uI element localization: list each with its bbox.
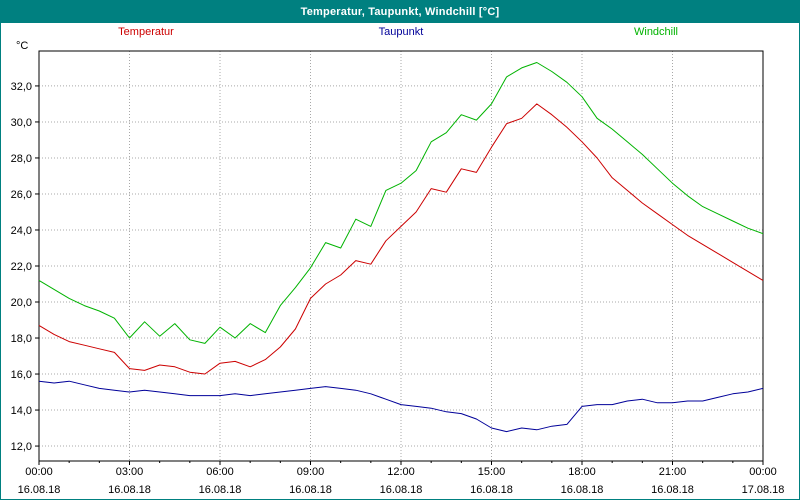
series-temperatur-line: [38, 103, 764, 375]
y-tick-label: 32,0: [11, 81, 32, 93]
x-tick-label: 15:00: [478, 466, 506, 478]
x-tick-label: 06:00: [206, 466, 234, 478]
y-tick-label: 12,0: [11, 441, 32, 453]
y-tick-label: 24,0: [11, 225, 32, 237]
x-tick-date: 17.08.18: [742, 484, 785, 496]
series-taupunkt-line: [38, 380, 764, 433]
y-tick-label: 20,0: [11, 297, 32, 309]
y-tick-label: 26,0: [11, 189, 32, 201]
x-tick-date: 16.08.18: [651, 484, 694, 496]
y-tick-label: 16,0: [11, 369, 32, 381]
x-tick-label: 09:00: [297, 466, 325, 478]
x-tick-label: 03:00: [116, 466, 144, 478]
x-tick-date: 16.08.18: [199, 484, 242, 496]
chart-plot: 12,0 14,0 16,0 18,0 20,0 22,0 24,0 26,0 28,0 30,0…: [11, 50, 785, 496]
x-tick-label: 00:00: [25, 466, 53, 478]
legend-temperatur: Temperatur: [118, 26, 174, 38]
x-tick-label: 21:00: [659, 466, 687, 478]
x-tick-date: 16.08.18: [380, 484, 423, 496]
x-tick-label: 18:00: [568, 466, 596, 478]
series-windchill-line: [38, 62, 764, 344]
y-tick-label: 30,0: [11, 117, 32, 129]
x-tick-label: 00:00: [749, 466, 777, 478]
x-tick-date: 16.08.18: [18, 484, 61, 496]
x-tick-label: 12:00: [387, 466, 415, 478]
y-axis-unit-label: °C: [16, 40, 29, 52]
window-titlebar[interactable]: Temperatur, Taupunkt, Windchill [°C]: [1, 1, 799, 23]
legend-taupunkt: Taupunkt: [378, 26, 424, 38]
chart-area: 12,0 14,0 16,0 18,0 20,0 22,0 24,0 26,0 28,0 30,0…: [1, 23, 799, 499]
window-title: Temperatur, Taupunkt, Windchill [°C]: [300, 6, 500, 18]
x-tick-date: 16.08.18: [561, 484, 604, 496]
x-tick-date: 16.08.18: [289, 484, 332, 496]
x-tick-date: 16.08.18: [108, 484, 151, 496]
legend-windchill: Windchill: [633, 26, 679, 38]
y-tick-label: 18,0: [11, 333, 32, 345]
y-tick-label: 28,0: [11, 153, 32, 165]
x-tick-date: 16.08.18: [470, 484, 513, 496]
y-tick-label: 14,0: [11, 405, 32, 417]
y-tick-label: 22,0: [11, 261, 32, 273]
